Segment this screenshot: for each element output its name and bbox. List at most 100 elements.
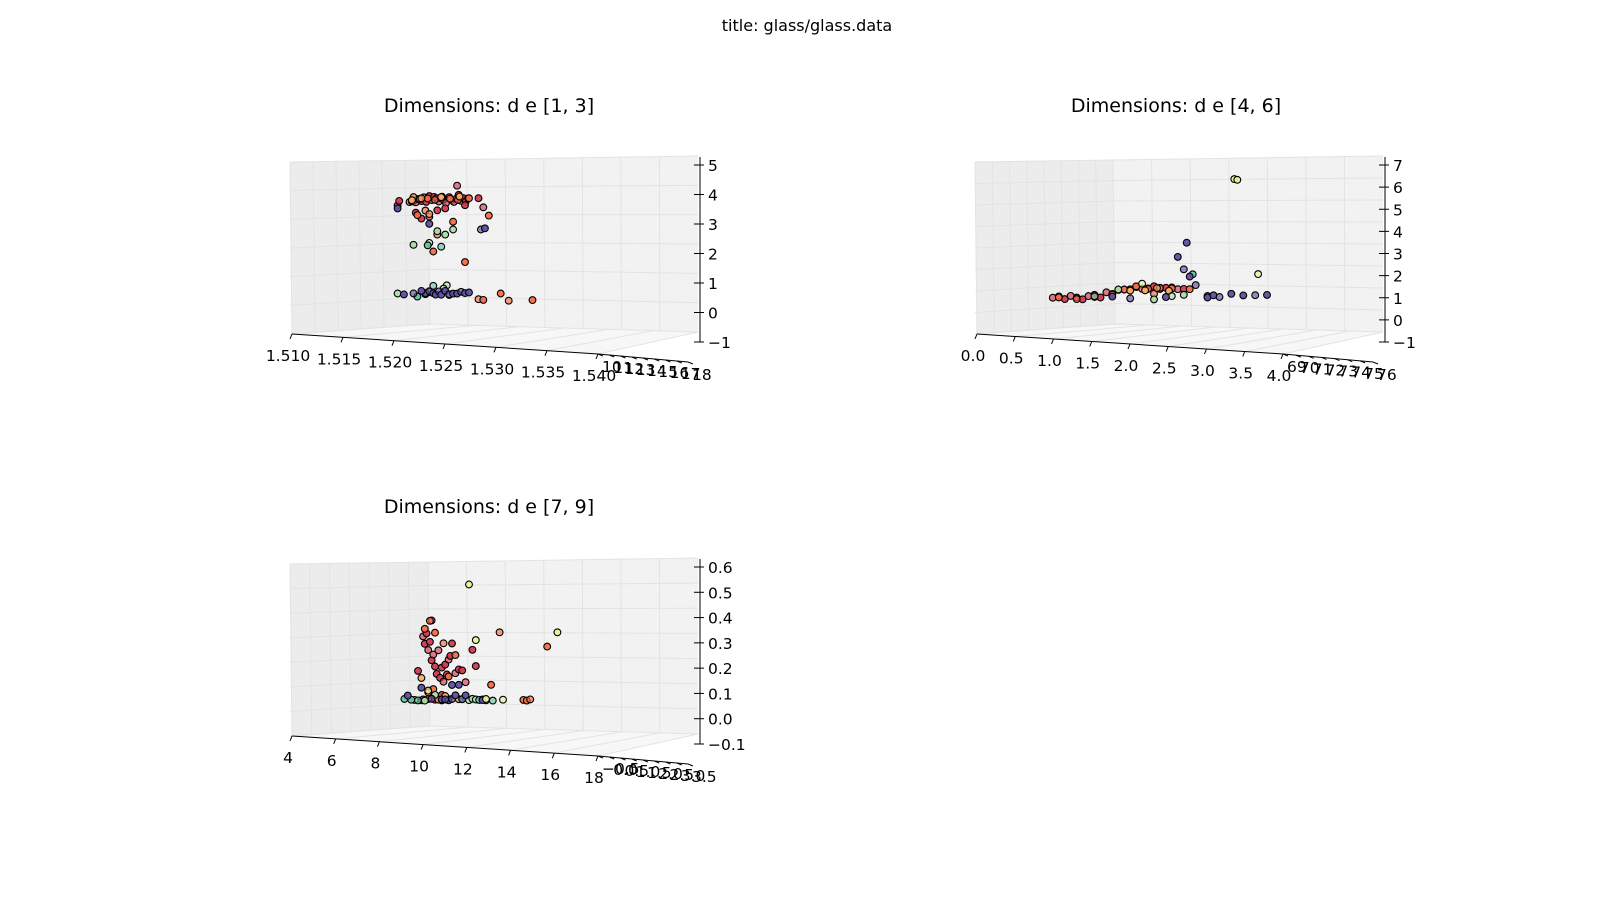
subplot-3-point bbox=[458, 666, 467, 675]
subplot-2-y-tick-label: 71 bbox=[1313, 360, 1333, 378]
subplot-2-x-tickmark bbox=[1012, 336, 1016, 342]
subplot-3-point bbox=[487, 680, 496, 689]
subplot-3-x-axis bbox=[291, 735, 599, 757]
subplot-2-gridline bbox=[974, 261, 1384, 270]
subplot-3-point bbox=[403, 691, 412, 700]
subplot-1-z-tick-label: 5 bbox=[708, 157, 718, 175]
subplot-3-point bbox=[488, 696, 497, 705]
subplot-3-point bbox=[431, 628, 439, 637]
subplot-3-gridline bbox=[335, 726, 469, 740]
subplot-3-point bbox=[425, 637, 434, 646]
subplot-3: Dimensions: d e [7, 9] 4 6 8 10 12 14 16 18−0.5… bbox=[283, 496, 746, 787]
subplot-1-y-tick-label: 17 bbox=[681, 365, 701, 383]
subplot-1-point bbox=[479, 295, 488, 304]
subplot-3-point bbox=[439, 639, 448, 648]
subplot-2-x-tick-label: 1.0 bbox=[1037, 352, 1062, 370]
subplot-2-point bbox=[1185, 272, 1194, 281]
subplot-3-y-tickmark bbox=[609, 756, 615, 760]
subplot-1-y-tickmark bbox=[676, 360, 682, 364]
subplot-2-y-tick-label: 75 bbox=[1364, 365, 1384, 383]
subplot-1-gridline bbox=[289, 161, 293, 335]
subplot-2-point bbox=[1254, 270, 1263, 279]
subplot-2-z-tick-label: 1 bbox=[1393, 290, 1403, 308]
subplot-2-gridline bbox=[1009, 161, 1012, 332]
subplot-2-point bbox=[1161, 293, 1170, 302]
subplot-1-x-tick-label: 1.525 bbox=[419, 357, 463, 375]
subplot-3-point bbox=[414, 666, 422, 675]
subplot-3-point bbox=[526, 695, 535, 704]
subplot-3-gridline bbox=[388, 562, 392, 729]
subplot-3-gridline bbox=[554, 732, 660, 754]
subplot-1-x-tick-label: 1.540 bbox=[572, 367, 616, 385]
subplot-1: Dimensions: d e [1, 3] 1.510 1.515 1.520 1.… bbox=[266, 95, 731, 385]
subplot-3-point bbox=[461, 678, 470, 687]
subplot-3-x-tickmark bbox=[420, 744, 424, 750]
subplot-2-point bbox=[1141, 286, 1150, 295]
subplot-2-z-tick-label: 3 bbox=[1393, 246, 1403, 264]
subplot-3-point bbox=[434, 646, 443, 655]
subplot-2-y-tickmark bbox=[1359, 360, 1366, 364]
subplot-2-point bbox=[1150, 295, 1158, 304]
subplot-1-point bbox=[425, 210, 434, 219]
subplot-2-point bbox=[1054, 293, 1063, 302]
subplot-1-point bbox=[433, 206, 442, 215]
subplot-3-gridline bbox=[379, 727, 507, 743]
subplot-1-gridline bbox=[495, 328, 609, 348]
subplot-3-point bbox=[441, 695, 450, 704]
subplot-3-point bbox=[543, 642, 552, 651]
subplot-1-y-tickmark bbox=[631, 356, 637, 360]
subplot-1-gridline bbox=[381, 160, 385, 328]
subplot-2: Dimensions: d e [4, 6] 0.0 0.5 1.0 1.5 2.0 2.… bbox=[961, 95, 1416, 385]
subplot-1-point bbox=[417, 194, 426, 203]
subplot-3-point bbox=[424, 646, 433, 654]
subplot-3-z-tick-label: 0.4 bbox=[708, 610, 733, 628]
subplot-1-x-tick-label: 1.530 bbox=[470, 360, 514, 378]
subplot-1-gridline bbox=[289, 155, 699, 163]
subplot-2-y-tick-label: 69 bbox=[1287, 358, 1307, 376]
subplot-1-x-tick-label: 1.535 bbox=[521, 364, 565, 382]
subplot-3-x-tickmark bbox=[508, 750, 512, 756]
subplot-3-x-tickmark bbox=[595, 755, 599, 762]
subplot-1-y-tickmark bbox=[620, 355, 626, 359]
subplot-3-point bbox=[444, 672, 453, 681]
subplot-1-x-tick-label: 1.520 bbox=[368, 354, 412, 372]
subplot-3-point bbox=[448, 681, 456, 689]
subplot-1-y-tick-label: 18 bbox=[692, 366, 712, 384]
subplot-2-point bbox=[1138, 279, 1147, 288]
figure-title: title: glass/glass.data bbox=[722, 16, 892, 35]
subplot-1-gridline bbox=[404, 160, 408, 326]
subplot-1-point bbox=[409, 289, 418, 298]
subplot-2-point bbox=[1179, 290, 1188, 299]
subplot-2-z-tick-label: 7 bbox=[1393, 157, 1403, 175]
subplot-1-y-tick-label: 10 bbox=[602, 358, 622, 376]
subplot-3-gridline bbox=[289, 557, 699, 565]
subplot-3-point bbox=[420, 696, 429, 705]
subplot-2-y-tickmark bbox=[1372, 361, 1379, 365]
subplot-3-point bbox=[431, 662, 439, 671]
subplot-2-x-tickmark bbox=[974, 333, 978, 340]
subplot-3-gridline bbox=[348, 563, 352, 732]
subplot-3-title: Dimensions: d e [7, 9] bbox=[384, 496, 594, 518]
subplot-1-x-tickmark bbox=[391, 340, 395, 346]
subplot-3-x-tick-label: 18 bbox=[584, 769, 604, 787]
subplot-2-point bbox=[1191, 281, 1200, 290]
subplot-1-gridline bbox=[597, 331, 699, 355]
subplot-2-y-tick-label: 74 bbox=[1351, 364, 1371, 382]
subplot-3-back-pane bbox=[428, 558, 698, 734]
subplot-1-gridline bbox=[546, 330, 654, 352]
subplot-3-left-pane bbox=[290, 562, 430, 736]
subplot-1-y-tickmark bbox=[665, 359, 671, 363]
subplot-3-point bbox=[417, 674, 426, 682]
subplot-2-gridline bbox=[1053, 325, 1183, 340]
subplot-3-x-tickmark bbox=[376, 741, 380, 747]
subplot-1-gridline bbox=[393, 326, 520, 342]
subplot-3-point bbox=[417, 683, 426, 692]
subplot-2-x-tickmark bbox=[1242, 351, 1246, 357]
subplot-3-point bbox=[553, 628, 562, 637]
subplot-2-z-tick-label: −1 bbox=[1393, 334, 1416, 352]
subplot-3-gridline bbox=[289, 607, 699, 614]
subplot-2-gridline bbox=[1206, 329, 1317, 350]
subplot-1-point bbox=[474, 194, 483, 203]
subplot-1-y-tick-label: 15 bbox=[658, 363, 678, 381]
subplot-1-point bbox=[461, 258, 469, 267]
